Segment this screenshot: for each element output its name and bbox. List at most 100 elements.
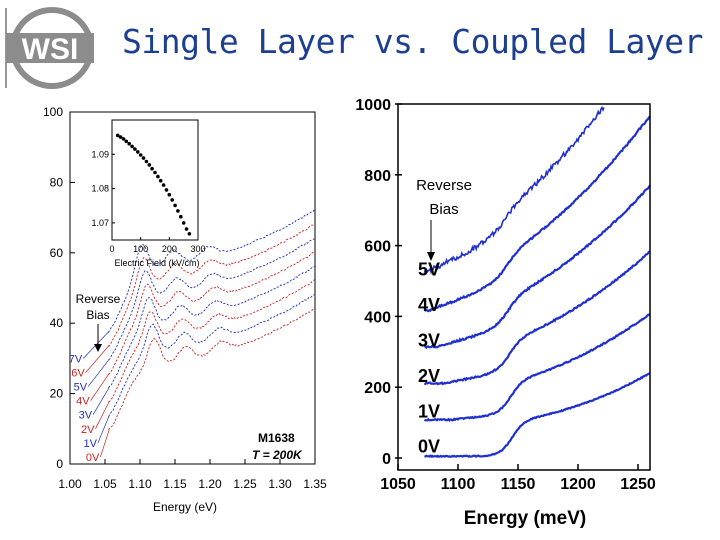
inset-point [133,147,137,151]
inset-point [161,183,166,187]
inset-x-tick-label: 0 [109,244,114,254]
left-y-tick-label: 0 [56,457,63,471]
left-x-tick-label: 1.10 [128,477,152,491]
inset-point [173,203,177,208]
left-label-leader [95,401,110,429]
inset-point [144,159,149,164]
wsi-logo: WSI [5,7,94,89]
left-label-leader [85,344,110,373]
inset-point [127,141,131,146]
left-x-tick-label: 1.35 [303,477,327,491]
right-arrow-head [427,252,435,261]
inset-point [124,139,129,144]
temperature-label: T = 200K [252,448,303,462]
slide-title: Single Layer vs. Coupled Layer [122,22,704,61]
inset-point [150,166,154,171]
left-label-leader [90,373,110,401]
sample-label: M1638 [258,431,295,445]
left-series-label: 7V [69,353,83,365]
right-series-1V [423,312,651,423]
inset-point [179,214,183,219]
left-y-tick-label: 80 [50,175,64,189]
left-chart: 1.00 1.05 1.10 1.15 1.20 1.25 1.30 1.35 0 20 40 60… [43,105,327,514]
left-chart-series [108,209,315,430]
inset-point [141,156,146,160]
inset-chart: 0 100 200 300 1.07 1.08 1.09 Electric Field (… [91,119,206,268]
left-series-1V [108,294,315,417]
right-reverse-bias-line1: Reverse [416,177,472,194]
inset-frame [111,119,199,241]
inset-point [184,227,189,231]
left-reverse-bias-line2: Bias [86,308,109,322]
right-y-tick-label: 200 [364,380,391,397]
left-x-tick-label: 1.05 [93,477,117,491]
right-x-tick-label: 1200 [560,476,596,493]
right-series-label: 0V [418,437,440,457]
inset-point [156,174,160,179]
inset-point [153,170,157,175]
left-series-4V [108,251,315,375]
left-x-axis-label: Energy (eV) [153,500,217,514]
right-series-label: 4V [418,295,440,315]
inset-point [170,198,174,202]
right-reverse-bias-line2: Bias [429,201,458,218]
right-series-2V [423,250,651,386]
inset-point [138,153,143,157]
right-x-tick-label: 1100 [441,476,476,493]
left-series-6V [108,223,315,347]
right-series-label: 2V [418,366,440,386]
right-y-tick-label: 0 [382,451,391,468]
left-x-tick-label: 1.15 [163,477,187,491]
inset-point [115,133,120,138]
left-series-label: 5V [74,382,88,394]
inset-x-tick-label: 200 [162,244,177,254]
inset-point [181,221,186,225]
left-reverse-bias-line1: Reverse [76,292,121,306]
left-y-tick-label: 40 [50,316,64,330]
right-x-axis-label: Energy (meV) [464,508,586,529]
left-series-3V [108,266,315,388]
left-series-2V [108,279,315,403]
left-series-label: 0V [86,452,100,464]
left-y-tick-label: 60 [50,246,64,260]
left-plot-frame [69,111,316,465]
right-series-0V [424,372,651,459]
right-series-5V [423,105,605,275]
right-y-tick-label: 600 [364,239,391,256]
right-series-3V [423,184,651,350]
left-x-tick-label: 1.30 [268,477,292,491]
inset-x-tick-label: 100 [133,244,148,254]
right-y-tick-label: 800 [364,168,391,185]
inset-y-tick-label: 1.07 [91,218,109,228]
left-label-leader [87,359,110,387]
inset-point [130,144,134,149]
logo-text: WSI [22,33,79,66]
right-series-label: 1V [418,401,440,421]
left-series-label: 4V [76,396,90,408]
right-plot-frame [397,103,651,471]
right-x-tick-label: 1150 [501,476,536,493]
inset-point [136,150,140,154]
right-y-tick-label: 1000 [355,97,391,114]
left-label-leader [100,429,110,458]
right-series-label: 3V [418,330,440,350]
left-series-label: 1V [83,438,97,450]
right-chart-series [423,105,651,459]
inset-point [121,137,126,141]
inset-y-tick-label: 1.08 [91,184,109,194]
inset-y-tick-label: 1.09 [91,149,109,159]
left-arrow-head [94,344,102,352]
right-series-4V [423,115,651,313]
left-series-5V [108,238,315,360]
left-series-0V [108,307,315,430]
inset-point [164,188,169,192]
left-label-leader [92,387,110,415]
left-x-tick-label: 1.00 [58,477,82,491]
right-x-tick-label: 1050 [380,476,416,493]
inset-x-tick-label: 300 [190,244,205,254]
left-label-leader [97,415,110,444]
inset-point [118,135,123,139]
right-x-tick-label: 1250 [620,476,656,493]
left-x-tick-label: 1.20 [198,477,222,491]
